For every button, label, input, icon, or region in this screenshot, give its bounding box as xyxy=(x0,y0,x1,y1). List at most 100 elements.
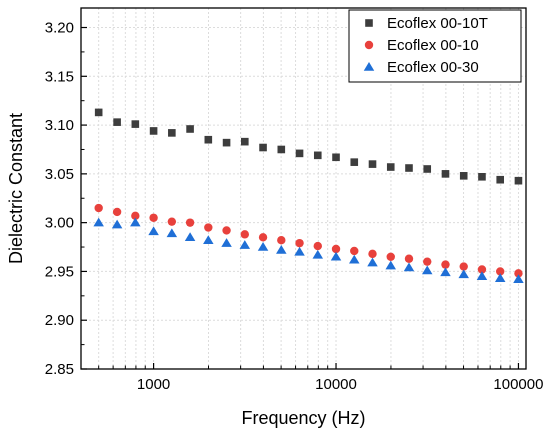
data-point xyxy=(204,135,213,144)
tick-layer: 2.85 2.90 2.95 3.00 3.05 3.10 3.15 3.20 1000 1000… xyxy=(45,20,544,393)
data-point xyxy=(440,267,451,277)
data-point xyxy=(204,223,213,232)
data-point xyxy=(514,269,523,278)
data-point xyxy=(185,218,195,227)
data-point xyxy=(441,260,450,269)
data-point xyxy=(240,230,250,239)
data-point xyxy=(496,267,505,276)
data-point xyxy=(166,228,178,238)
series-circle xyxy=(94,203,523,278)
data-point xyxy=(459,262,468,271)
data-point xyxy=(478,172,486,181)
data-point xyxy=(494,273,506,283)
legend: Ecoflex 00-10T Ecoflex 00-10 Ecoflex 00-30 xyxy=(348,9,522,83)
data-point xyxy=(94,108,103,117)
series-layer xyxy=(93,108,524,283)
y-tick-label: 2.90 xyxy=(45,312,74,329)
data-point xyxy=(476,271,488,281)
legend-marker xyxy=(363,62,375,71)
y-tick-label: 3.10 xyxy=(45,117,74,134)
data-point xyxy=(257,242,269,251)
data-point xyxy=(295,238,304,248)
data-point xyxy=(404,254,414,263)
data-point xyxy=(113,118,121,126)
data-point xyxy=(112,207,122,217)
data-point xyxy=(332,153,340,162)
y-axis-label: Dielectric Constant xyxy=(6,113,26,264)
data-point xyxy=(368,249,377,259)
y-tick-label: 3.15 xyxy=(45,68,74,85)
data-point xyxy=(313,151,322,160)
data-point xyxy=(222,226,231,235)
data-point xyxy=(423,257,432,266)
data-point xyxy=(477,265,487,274)
data-point xyxy=(458,269,469,279)
legend-box xyxy=(348,9,522,83)
data-point xyxy=(331,244,341,254)
data-point xyxy=(168,129,176,137)
x-tick-label: 100000 xyxy=(493,376,543,393)
x-tick-label: 1000 xyxy=(137,376,170,393)
data-point xyxy=(294,246,305,256)
data-point xyxy=(94,203,103,213)
legend-label: Ecoflex 00-10 xyxy=(387,37,479,54)
data-point xyxy=(513,274,524,283)
data-point xyxy=(130,217,141,227)
data-point xyxy=(403,262,415,272)
series-triangle xyxy=(93,217,524,283)
legend-marker xyxy=(365,19,373,27)
data-point xyxy=(239,240,251,249)
x-axis-label: Frequency (Hz) xyxy=(241,408,365,428)
data-point xyxy=(349,254,360,264)
plot-frame xyxy=(80,7,527,370)
data-point xyxy=(312,249,324,259)
data-point xyxy=(368,160,377,168)
data-point xyxy=(330,251,342,261)
data-point xyxy=(149,213,158,222)
y-tick-label: 2.85 xyxy=(45,361,74,378)
data-point xyxy=(423,165,432,173)
data-point xyxy=(111,219,123,229)
data-point xyxy=(131,120,140,128)
data-point xyxy=(421,265,433,275)
data-point xyxy=(148,226,159,236)
data-point xyxy=(459,172,468,180)
data-point xyxy=(276,244,287,254)
data-point xyxy=(441,170,450,178)
legend-label: Ecoflex 00-30 xyxy=(387,59,479,76)
data-point xyxy=(496,175,505,184)
data-point xyxy=(167,217,177,226)
y-tick-label: 3.00 xyxy=(45,215,74,232)
data-point xyxy=(367,257,378,267)
data-point xyxy=(241,137,249,146)
series-square xyxy=(94,108,523,185)
data-point xyxy=(386,163,395,171)
legend-label: Ecoflex 00-10T xyxy=(387,15,488,32)
legend-marker xyxy=(364,40,374,50)
data-point xyxy=(295,149,304,158)
y-tick-label: 2.95 xyxy=(45,263,74,280)
data-point xyxy=(221,238,232,247)
data-point xyxy=(386,252,395,261)
data-point xyxy=(222,138,231,147)
data-point xyxy=(186,125,194,133)
y-tick-label: 3.20 xyxy=(45,20,74,37)
data-point xyxy=(203,235,214,244)
data-point xyxy=(405,164,413,172)
grid-layer xyxy=(80,8,526,370)
data-point xyxy=(313,241,322,251)
x-tick-label: 10000 xyxy=(315,376,357,393)
data-point xyxy=(277,145,286,154)
data-point xyxy=(350,246,359,256)
data-point xyxy=(277,236,286,245)
data-point xyxy=(184,232,196,242)
data-point xyxy=(258,233,268,242)
data-point xyxy=(350,158,359,166)
data-point xyxy=(385,260,397,270)
data-point xyxy=(259,143,267,152)
data-point xyxy=(514,176,523,185)
y-tick-label: 3.05 xyxy=(45,166,74,183)
data-point xyxy=(149,127,158,135)
data-point xyxy=(93,217,104,227)
